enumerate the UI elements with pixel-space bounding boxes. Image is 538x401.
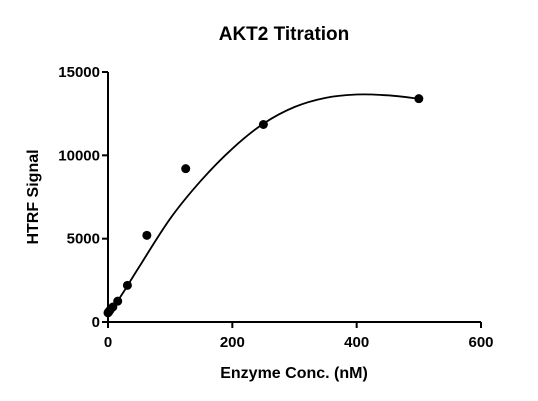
x-tick-label: 600	[468, 334, 493, 351]
y-tick-label: 15000	[58, 64, 100, 81]
fit-curve	[107, 93, 419, 316]
data-point	[122, 280, 132, 290]
x-tick-label: 200	[220, 334, 245, 351]
y-tick-label: 10000	[58, 147, 100, 164]
y-tick-label: 0	[92, 314, 100, 331]
y-tick-label: 5000	[67, 231, 100, 248]
data-point	[181, 164, 191, 174]
data-point	[258, 120, 268, 129]
x-axis-label: Enzyme Conc. (nM)	[220, 365, 368, 382]
data-point	[142, 230, 152, 240]
chart-title: AKT2 Titration	[219, 24, 350, 45]
x-tick-label: 0	[104, 334, 112, 351]
y-axis-label: HTRF Signal	[25, 149, 42, 244]
data-point	[113, 296, 123, 306]
data-point	[414, 94, 424, 104]
x-tick-label: 400	[344, 334, 369, 351]
